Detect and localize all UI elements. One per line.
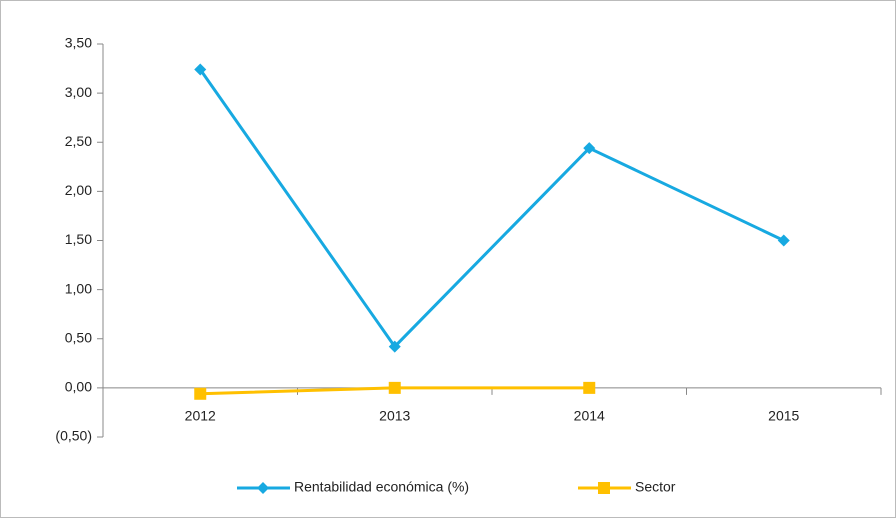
- marker: [598, 482, 610, 494]
- marker: [257, 482, 269, 494]
- marker: [777, 234, 790, 247]
- y-tick-label: 3,00: [65, 84, 92, 100]
- x-tick-label: 2012: [185, 408, 216, 424]
- y-tick-label: 0,00: [65, 379, 92, 395]
- legend-label: Rentabilidad económica (%): [294, 479, 469, 495]
- x-tick-label: 2013: [379, 408, 410, 424]
- legend-label: Sector: [635, 479, 676, 495]
- marker: [194, 387, 207, 400]
- y-tick-label: 2,00: [65, 182, 92, 198]
- y-tick-label: 3,50: [65, 35, 92, 51]
- marker: [388, 340, 401, 353]
- series-line: [199, 68, 785, 349]
- x-tick-label: 2015: [768, 408, 799, 424]
- y-tick-label: 0,50: [65, 329, 92, 345]
- x-tick-label: 2014: [574, 408, 605, 424]
- y-tick-label: 1,50: [65, 231, 92, 247]
- marker: [583, 381, 596, 394]
- y-tick-label: 1,00: [65, 280, 92, 296]
- marker: [583, 142, 596, 155]
- y-tick-label: (0,50): [55, 428, 92, 444]
- marker: [388, 381, 401, 394]
- marker: [194, 63, 207, 76]
- y-tick-label: 2,50: [65, 133, 92, 149]
